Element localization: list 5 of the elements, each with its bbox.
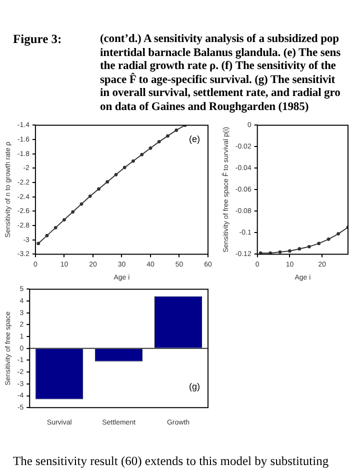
annotation: (e) (189, 134, 200, 144)
text: The sensitivity result (60) extends to this model by substituting (13, 454, 329, 469)
chart-subtitle: (cont’d.) A sensitivity analysis of a subsidized pop intertidal barnacle Balanus glandula. (e) The sens the radial growth rate ρ. (f) The sensitivity of the space F̂ to age-specific survival. (g) The sensitivit in overall survival, settlement rate, and radial gro on data of Gaines and Roughgarden (1985) (100, 32, 341, 114)
annotation: (g) (189, 382, 200, 392)
chart-title: Figure 3: (13, 32, 62, 47)
